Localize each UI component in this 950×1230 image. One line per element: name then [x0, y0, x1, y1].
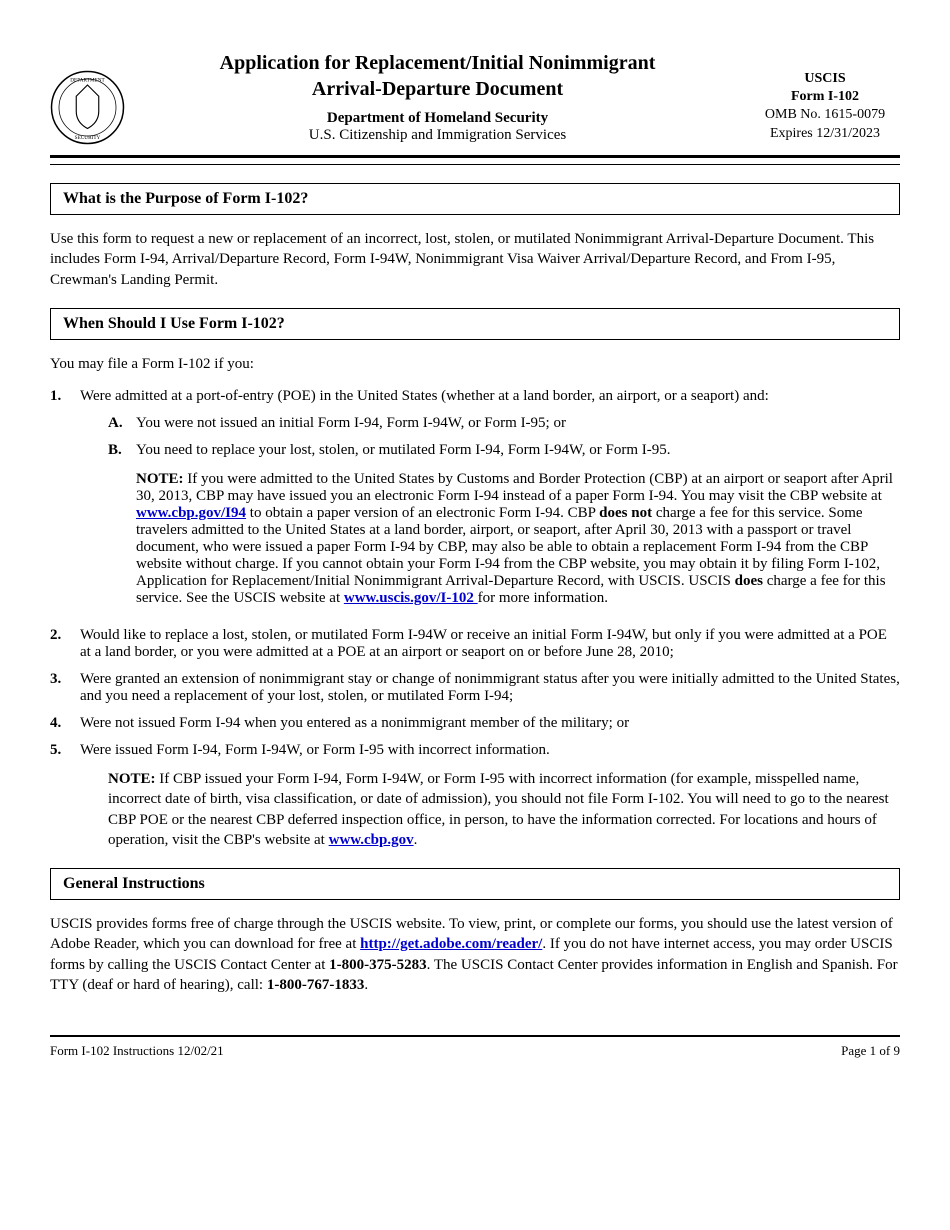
- footer-page-number: Page 1 of 9: [841, 1043, 900, 1059]
- bold-text: does: [735, 573, 763, 589]
- item-marker: 5.: [50, 742, 80, 850]
- form-id-label: Form I-102: [750, 88, 900, 106]
- cbp-gov-link[interactable]: www.cbp.gov: [329, 832, 414, 848]
- agency-label: USCIS: [750, 70, 900, 88]
- dhs-seal-icon: DEPARTMENT SECURITY: [50, 70, 125, 145]
- section-heading-general: General Instructions: [50, 868, 900, 900]
- item-marker: 2.: [50, 627, 80, 661]
- list-item: 1. Were admitted at a port-of-entry (POE…: [50, 388, 900, 617]
- note-label: NOTE:: [108, 771, 156, 787]
- header-rule-thick: [50, 155, 900, 158]
- list-item: A. You were not issued an initial Form I…: [108, 415, 900, 432]
- purpose-paragraph: Use this form to request a new or replac…: [50, 229, 900, 290]
- adobe-reader-link[interactable]: http://get.adobe.com/reader/: [360, 936, 542, 952]
- item-marker: 4.: [50, 715, 80, 732]
- item-content: Were not issued Form I-94 when you enter…: [80, 715, 900, 732]
- note-text: If CBP issued your Form I-94, Form I-94W…: [108, 771, 889, 848]
- form-metadata: USCIS Form I-102 OMB No. 1615-0079 Expir…: [750, 70, 900, 143]
- list-item: B. You need to replace your lost, stolen…: [108, 442, 900, 607]
- when-intro: You may file a Form I-102 if you:: [50, 354, 900, 374]
- item-marker: 1.: [50, 388, 80, 617]
- note-label: NOTE:: [136, 471, 184, 487]
- omb-number: OMB No. 1615-0079: [750, 106, 900, 124]
- footer-form-info: Form I-102 Instructions 12/02/21: [50, 1043, 224, 1059]
- list-item: 5. Were issued Form I-94, Form I-94W, or…: [50, 742, 900, 850]
- item-content: Were admitted at a port-of-entry (POE) i…: [80, 388, 900, 617]
- phone-number: 1-800-375-5283: [329, 957, 427, 973]
- subdepartment-name: U.S. Citizenship and Immigration Service…: [125, 127, 750, 144]
- note-text: If you were admitted to the United State…: [136, 471, 893, 504]
- gi-text: .: [364, 977, 368, 993]
- subitem-content: You were not issued an initial Form I-94…: [136, 415, 900, 432]
- subitem-content: You need to replace your lost, stolen, o…: [136, 442, 900, 607]
- list-item: 3. Were granted an extension of nonimmig…: [50, 671, 900, 705]
- sublist: A. You were not issued an initial Form I…: [80, 415, 900, 607]
- title-line-1: Application for Replacement/Initial Noni…: [220, 52, 656, 74]
- svg-text:DEPARTMENT: DEPARTMENT: [70, 77, 105, 83]
- note-text: for more information.: [478, 590, 608, 606]
- item-content: Were issued Form I-94, Form I-94W, or Fo…: [80, 742, 900, 850]
- item-content: Were granted an extension of nonimmigran…: [80, 671, 900, 705]
- tty-phone-number: 1-800-767-1833: [267, 977, 365, 993]
- title-line-2: Arrival-Departure Document: [312, 78, 563, 100]
- subitem-marker: B.: [108, 442, 136, 607]
- cbp-i94-link[interactable]: www.cbp.gov/I94: [136, 505, 246, 521]
- department-name: Department of Homeland Security: [125, 110, 750, 127]
- document-header: DEPARTMENT SECURITY Application for Repl…: [50, 50, 900, 145]
- note-text: to obtain a paper version of an electron…: [246, 505, 599, 521]
- general-instructions-paragraph: USCIS provides forms free of charge thro…: [50, 914, 900, 995]
- list-item: 4. Were not issued Form I-94 when you en…: [50, 715, 900, 732]
- document-title: Application for Replacement/Initial Noni…: [125, 50, 750, 102]
- note-block-2: NOTE: If CBP issued your Form I-94, Form…: [80, 769, 900, 850]
- section-heading-purpose: What is the Purpose of Form I-102?: [50, 183, 900, 215]
- item5-text: Were issued Form I-94, Form I-94W, or Fo…: [80, 742, 550, 758]
- uscis-i102-link[interactable]: www.uscis.gov/I-102: [344, 590, 478, 606]
- subitem-marker: A.: [108, 415, 136, 432]
- item1-text: Were admitted at a port-of-entry (POE) i…: [80, 388, 769, 404]
- header-title-block: Application for Replacement/Initial Noni…: [125, 50, 750, 144]
- section-heading-when: When Should I Use Form I-102?: [50, 308, 900, 340]
- svg-text:SECURITY: SECURITY: [75, 135, 101, 141]
- item-content: Would like to replace a lost, stolen, or…: [80, 627, 900, 661]
- criteria-list: 1. Were admitted at a port-of-entry (POE…: [50, 388, 900, 850]
- list-item: 2. Would like to replace a lost, stolen,…: [50, 627, 900, 661]
- bold-text: does not: [599, 505, 652, 521]
- page-footer: Form I-102 Instructions 12/02/21 Page 1 …: [50, 1035, 900, 1059]
- subB-text: You need to replace your lost, stolen, o…: [136, 442, 671, 458]
- item-marker: 3.: [50, 671, 80, 705]
- note-block-1: NOTE: If you were admitted to the United…: [136, 471, 900, 607]
- note-text: .: [414, 832, 418, 848]
- header-rule-thin: [50, 164, 900, 165]
- expiration-date: Expires 12/31/2023: [750, 125, 900, 143]
